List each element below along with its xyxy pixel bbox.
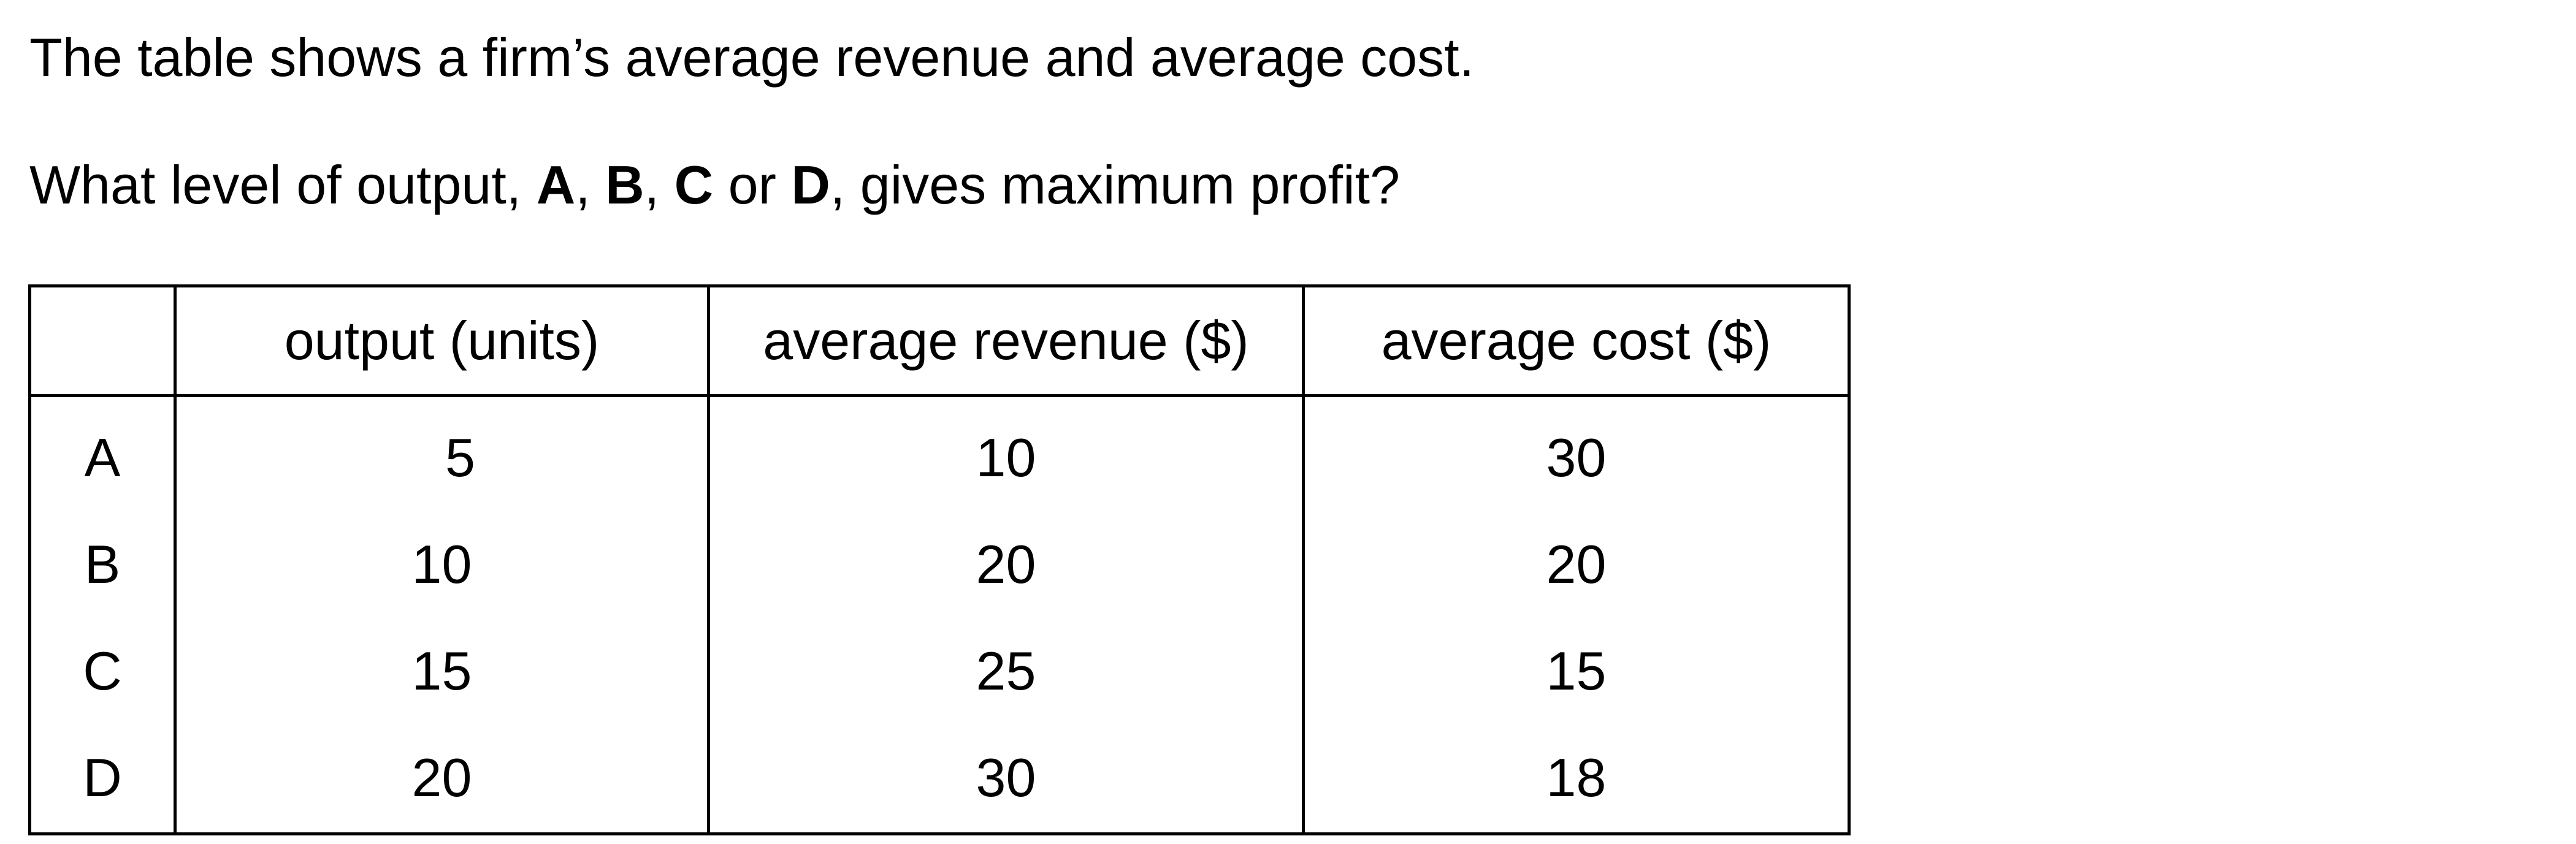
question-suffix: , gives maximum profit?	[830, 154, 1401, 215]
table-row: C 15 25 15	[28, 618, 1851, 724]
row-label: D	[28, 724, 177, 835]
average-revenue-cell: 30	[707, 724, 1305, 835]
header-blank	[28, 284, 177, 397]
average-cost-cell: 30	[1302, 395, 1851, 511]
average-cost-cell: 18	[1302, 724, 1851, 835]
header-average-revenue: average revenue ($)	[707, 284, 1305, 397]
separator: ,	[644, 154, 675, 215]
average-revenue-cell: 10	[707, 395, 1305, 511]
table-header-row: output (units) average revenue ($) avera…	[28, 284, 1851, 397]
table-row: A 5 10 30	[28, 395, 1851, 511]
separator: ,	[575, 154, 606, 215]
question-text: What level of output, A, B, C or D, give…	[29, 158, 1400, 212]
table-row: B 10 20 20	[28, 511, 1851, 618]
header-output: output (units)	[174, 284, 710, 397]
question-prefix: What level of output,	[29, 154, 537, 215]
row-label: A	[28, 395, 177, 511]
output-cell: 15	[174, 618, 710, 724]
intro-text: The table shows a firm’s average revenue…	[29, 27, 1475, 88]
option-a: A	[536, 154, 576, 215]
option-d: D	[791, 154, 830, 215]
separator: or	[713, 154, 792, 215]
output-cell: 20	[174, 724, 710, 835]
option-c: C	[674, 154, 714, 215]
output-cell: 5	[174, 395, 710, 511]
option-b: B	[605, 154, 644, 215]
output-cell: 10	[174, 511, 710, 618]
data-table: output (units) average revenue ($) avera…	[28, 284, 1851, 835]
average-cost-cell: 15	[1302, 618, 1851, 724]
row-label: B	[28, 511, 177, 618]
header-average-cost: average cost ($)	[1302, 284, 1851, 397]
average-revenue-cell: 20	[707, 511, 1305, 618]
average-cost-cell: 20	[1302, 511, 1851, 618]
table-row: D 20 30 18	[28, 724, 1851, 835]
row-label: C	[28, 618, 177, 724]
average-revenue-cell: 25	[707, 618, 1305, 724]
